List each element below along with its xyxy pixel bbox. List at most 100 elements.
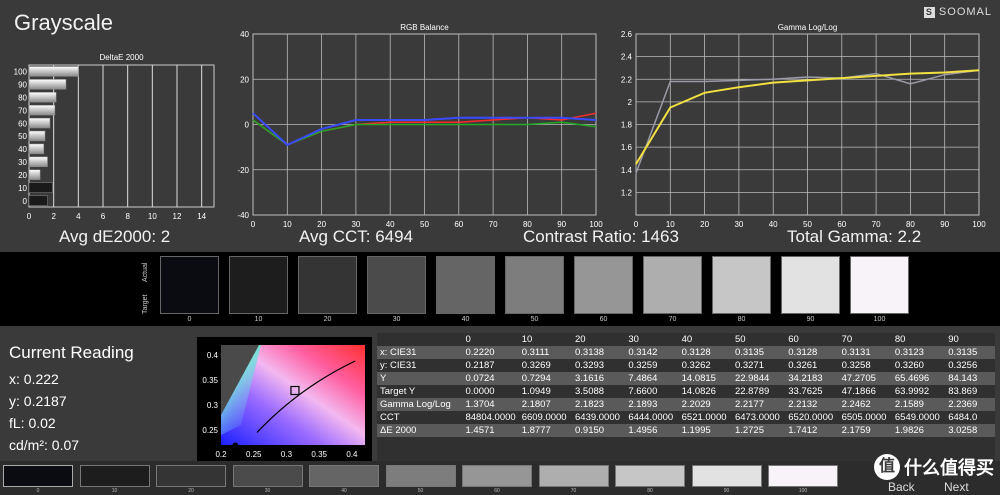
swatch-label: 30 bbox=[392, 316, 401, 323]
table-cell: 2.1893 bbox=[625, 398, 679, 411]
table-header-cell: 40 bbox=[681, 334, 693, 345]
x-tick-label: 0.25 bbox=[246, 450, 262, 459]
y-tick-label: 80 bbox=[18, 94, 27, 103]
x-tick-label: 90 bbox=[557, 220, 566, 227]
table-cell: 0.0724 bbox=[462, 372, 519, 385]
grayscale-swatch bbox=[160, 256, 219, 314]
x-tick-label: 80 bbox=[523, 220, 532, 227]
y-tick-label: 0.25 bbox=[202, 426, 218, 435]
table-header-cell: 50 bbox=[734, 334, 746, 345]
swatch-label: 20 bbox=[323, 316, 332, 323]
swatch-label: 0 bbox=[187, 316, 192, 323]
table-cell: 6444.0000 bbox=[628, 412, 674, 423]
bottom-swatch[interactable] bbox=[768, 465, 838, 487]
table-cell: 3.5088 bbox=[575, 386, 605, 397]
table-cell: 7.4864 bbox=[625, 372, 679, 385]
bottom-swatch[interactable] bbox=[3, 465, 73, 487]
bottom-swatch-label: 10 bbox=[111, 488, 118, 494]
bottom-swatch[interactable] bbox=[462, 465, 532, 487]
swatch-label: 50 bbox=[530, 316, 539, 323]
table-row: ΔE 2000 1.4571 1.8777 0.9150 1.4956 1.1995 1.2… bbox=[377, 424, 995, 437]
x-tick-label: 70 bbox=[489, 220, 498, 227]
table-cell: 0.3128 bbox=[785, 346, 839, 359]
table-cell: 47.2705 bbox=[838, 372, 892, 385]
grayscale-swatch bbox=[436, 256, 495, 314]
table-row: Y 0.0724 0.7294 3.1616 7.4864 14.0815 22.9844 3… bbox=[377, 372, 995, 385]
bottom-swatch-label: 50 bbox=[417, 488, 424, 494]
bottom-swatch-label: 0 bbox=[36, 488, 40, 494]
table-cell: 2.2462 bbox=[838, 398, 892, 411]
bottom-swatch[interactable] bbox=[385, 465, 456, 487]
bottom-swatch[interactable] bbox=[232, 465, 303, 487]
bottom-swatch[interactable] bbox=[538, 465, 609, 487]
delta-e-bar bbox=[28, 130, 46, 142]
bottom-swatch-label: 40 bbox=[341, 488, 347, 494]
x-tick-label: 50 bbox=[803, 220, 812, 227]
x-tick-label: 10 bbox=[148, 212, 157, 221]
series-line bbox=[635, 69, 980, 174]
table-header-cell bbox=[377, 333, 462, 346]
bottom-swatch[interactable] bbox=[691, 465, 762, 487]
readings-table: 0 10 20 30 40 50 60 70 80 90 x: CIE31 0.2220 0.3111 0… bbox=[377, 333, 995, 437]
bottom-swatch-label: 60 bbox=[494, 488, 500, 494]
x-tick-label: 2 bbox=[51, 212, 56, 221]
table-row: y: CIE31 0.2187 0.3269 0.3293 0.3259 0.3262 0.… bbox=[377, 359, 995, 372]
x-tick-label: 30 bbox=[734, 220, 743, 227]
actual-label: Actual bbox=[142, 262, 149, 282]
table-cell: 2.2177 bbox=[731, 398, 786, 411]
bottom-swatch-label: 30 bbox=[264, 488, 271, 494]
y-tick-label: 30 bbox=[18, 158, 27, 167]
x-tick-label: 70 bbox=[872, 220, 881, 227]
target-point bbox=[290, 385, 300, 396]
table-cell: 84804.0000 bbox=[465, 412, 516, 423]
table-cell: 3.0258 bbox=[945, 424, 995, 437]
series-line bbox=[252, 112, 597, 147]
table-cell: 0.3262 bbox=[681, 360, 711, 371]
table-cell: 14.0826 bbox=[681, 386, 716, 397]
table-header-cell: 90 bbox=[948, 334, 959, 345]
chart-title: DeltaE 2000 bbox=[99, 53, 144, 62]
back-button[interactable]: Back bbox=[888, 480, 915, 494]
table-row: Target Y 0.0000 1.0949 3.5088 7.6600 14.0826 2… bbox=[377, 385, 995, 398]
table-cell: 0.3123 bbox=[891, 346, 946, 359]
table-cell: 0.3259 bbox=[628, 360, 658, 371]
grayscale-swatch bbox=[298, 256, 357, 314]
y-tick-label: 0.3 bbox=[207, 401, 219, 410]
y-tick-label: 0.35 bbox=[202, 376, 218, 385]
table-header-cell: 0 bbox=[465, 334, 471, 345]
cie-outside-region bbox=[221, 345, 259, 415]
x-tick-label: 20 bbox=[700, 220, 709, 227]
avg-cct-readout: Avg CCT: 6494 bbox=[299, 227, 414, 246]
bottom-swatch[interactable] bbox=[615, 465, 685, 487]
bottom-swatch-label: 70 bbox=[570, 488, 577, 494]
next-button[interactable]: Next bbox=[944, 480, 969, 494]
chart-title: RGB Balance bbox=[400, 23, 449, 32]
x-tick-label: 10 bbox=[666, 220, 675, 227]
current-y: y: 0.2187 bbox=[9, 393, 67, 409]
bottom-swatch[interactable] bbox=[309, 465, 379, 487]
y-tick-label: 70 bbox=[18, 106, 27, 115]
table-cell: 2.1759 bbox=[838, 424, 892, 437]
table-cell: 6520.0000 bbox=[788, 412, 834, 423]
table-cell: 2.2132 bbox=[785, 398, 839, 411]
bottom-swatch[interactable] bbox=[156, 465, 226, 487]
x-tick-label: 8 bbox=[125, 212, 130, 221]
series-line bbox=[635, 69, 980, 165]
bottom-swatch-label: 90 bbox=[723, 488, 730, 494]
delta-e-bar bbox=[28, 143, 45, 155]
row-label: y: CIE31 bbox=[380, 360, 417, 371]
table-cell: 7.6600 bbox=[628, 386, 658, 397]
grayscale-swatch bbox=[712, 256, 771, 314]
table-cell: 34.2183 bbox=[785, 372, 839, 385]
total-gamma-readout: Total Gamma: 2.2 bbox=[787, 227, 922, 246]
bottom-swatch[interactable] bbox=[79, 465, 150, 487]
table-cell: 0.3271 bbox=[734, 360, 764, 371]
x-tick-label: 0 bbox=[251, 220, 256, 227]
y-tick-label: 0 bbox=[245, 121, 250, 130]
gamma-chart: Gamma Log/Log 2.6 2.4 2.2 2 1.8 1.6 1.4 1.2 0 10 20… bbox=[621, 23, 986, 227]
table-cell: 2.1589 bbox=[891, 398, 946, 411]
delta-e-bar bbox=[28, 66, 79, 77]
x-tick-label: 0.4 bbox=[346, 450, 358, 459]
table-cell: 0.3256 bbox=[948, 360, 978, 371]
